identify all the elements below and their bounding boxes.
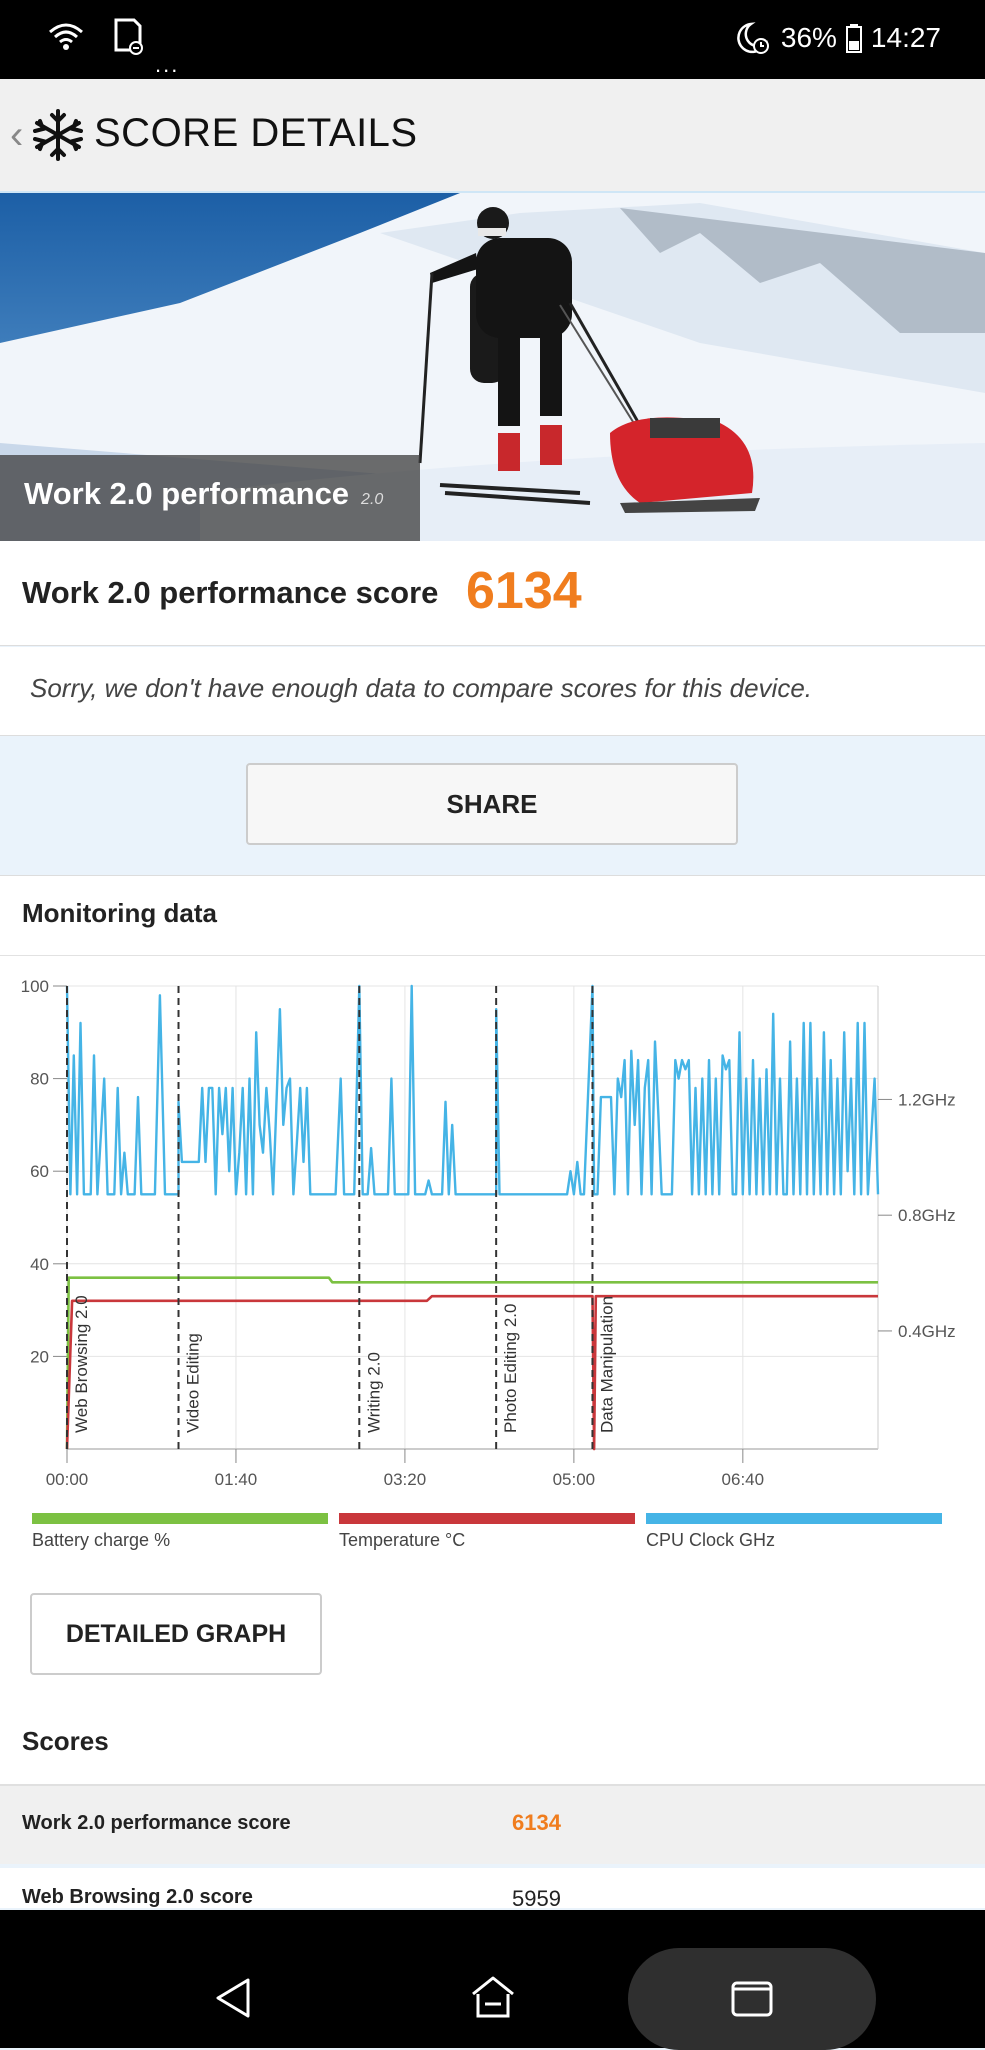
battery-icon [845,24,862,53]
y-tick-label: 20 [30,1347,49,1366]
page-title: SCORE DETAILS [94,111,418,155]
skier-illustration [0,193,985,541]
snowflake-icon[interactable] [30,107,86,163]
y-tick-label: 80 [30,1070,49,1089]
y-tick-label: 40 [30,1255,49,1274]
y-right-tick-label: 0.4GHz [898,1322,956,1341]
cpu-clock-line [65,984,880,1196]
segment-marker-label: Writing 2.0 [364,1352,383,1433]
x-tick-label: 05:00 [553,1470,596,1489]
segment-marker-label: Data Manipulation [597,1296,616,1433]
moon-alarm-icon [737,22,769,54]
status-bar: ... 36% 14:27 [0,0,985,79]
share-button[interactable]: SHARE [246,763,738,845]
legend-cpu: CPU Clock GHz [646,1513,942,1551]
divider [0,955,985,956]
y-tick-label: 100 [21,977,49,996]
y-tick-label: 60 [30,1162,49,1181]
battery-line [65,1276,878,1450]
temperature-line [65,1294,878,1451]
compare-notice: Sorry, we don't have enough data to comp… [30,673,813,703]
hero-image: Work 2.0 performance 2.0 [0,193,985,541]
x-tick-label: 01:40 [215,1470,258,1489]
score-label: Work 2.0 performance score [22,575,439,610]
legend-swatch-battery [32,1513,328,1524]
score-value: 6134 [466,562,582,620]
legend-swatch-temperature [339,1513,635,1524]
segment-marker-label: Photo Editing 2.0 [501,1304,520,1433]
segment-marker-label: Web Browsing 2.0 [72,1295,91,1433]
hero-caption: Work 2.0 performance 2.0 [24,476,383,512]
navigation-bar [0,1910,985,2050]
legend-label-temperature: Temperature °C [339,1530,466,1550]
monitoring-chart: 20 40 60 80 100 0.4GHz 0.8GHz 1.2GHz 00:00 01:40 0… [21,977,956,1489]
wifi-icon [49,23,83,50]
segment-marker-label: Video Editing [184,1333,203,1433]
x-tick-label: 00:00 [46,1470,89,1489]
legend-swatch-cpu [646,1513,942,1524]
detailed-graph-button[interactable]: DETAILED GRAPH [30,1593,322,1675]
score-card: Work 2.0 performance score 6134 [0,541,985,646]
legend-temperature: Temperature °C [339,1513,635,1551]
compare-notice-card: Sorry, we don't have enough data to comp… [0,647,985,736]
notification-dots: ... [155,52,180,77]
score-row-value: 6134 [512,1810,561,1835]
hero-version: 2.0 [361,491,384,508]
table-row: Work 2.0 performance score 6134 [0,1784,985,1864]
back-icon[interactable] [212,1976,256,2020]
home-icon[interactable] [469,1974,517,2020]
clock: 14:27 [870,22,941,53]
monitoring-title: Monitoring data [22,898,217,928]
legend-battery: Battery charge % [32,1513,328,1551]
scores-title: Scores [22,1726,109,1756]
x-tick-label: 03:20 [384,1470,427,1489]
battery-percent: 36% [780,22,837,53]
legend-label-battery: Battery charge % [32,1530,171,1550]
y-right-tick-label: 0.8GHz [898,1206,956,1225]
sd-card-icon [114,18,143,55]
score-row-label: Work 2.0 performance score [22,1812,291,1834]
app-header: ‹ SCORE DETAILS [0,79,985,194]
score-row-value: 5959 [512,1886,561,1908]
hero-caption-band [0,455,420,541]
recents-icon[interactable] [730,1980,774,2020]
recents-button-highlight[interactable] [628,1948,876,2050]
hero-title: Work 2.0 performance [24,476,350,511]
x-tick-label: 06:40 [722,1470,765,1489]
score-row-label: Web Browsing 2.0 score [22,1886,253,1908]
table-row: Web Browsing 2.0 score 5959 [0,1868,985,1908]
back-chevron-icon[interactable]: ‹ [10,113,24,157]
legend-label-cpu: CPU Clock GHz [646,1530,776,1550]
y-right-tick-label: 1.2GHz [898,1090,956,1109]
